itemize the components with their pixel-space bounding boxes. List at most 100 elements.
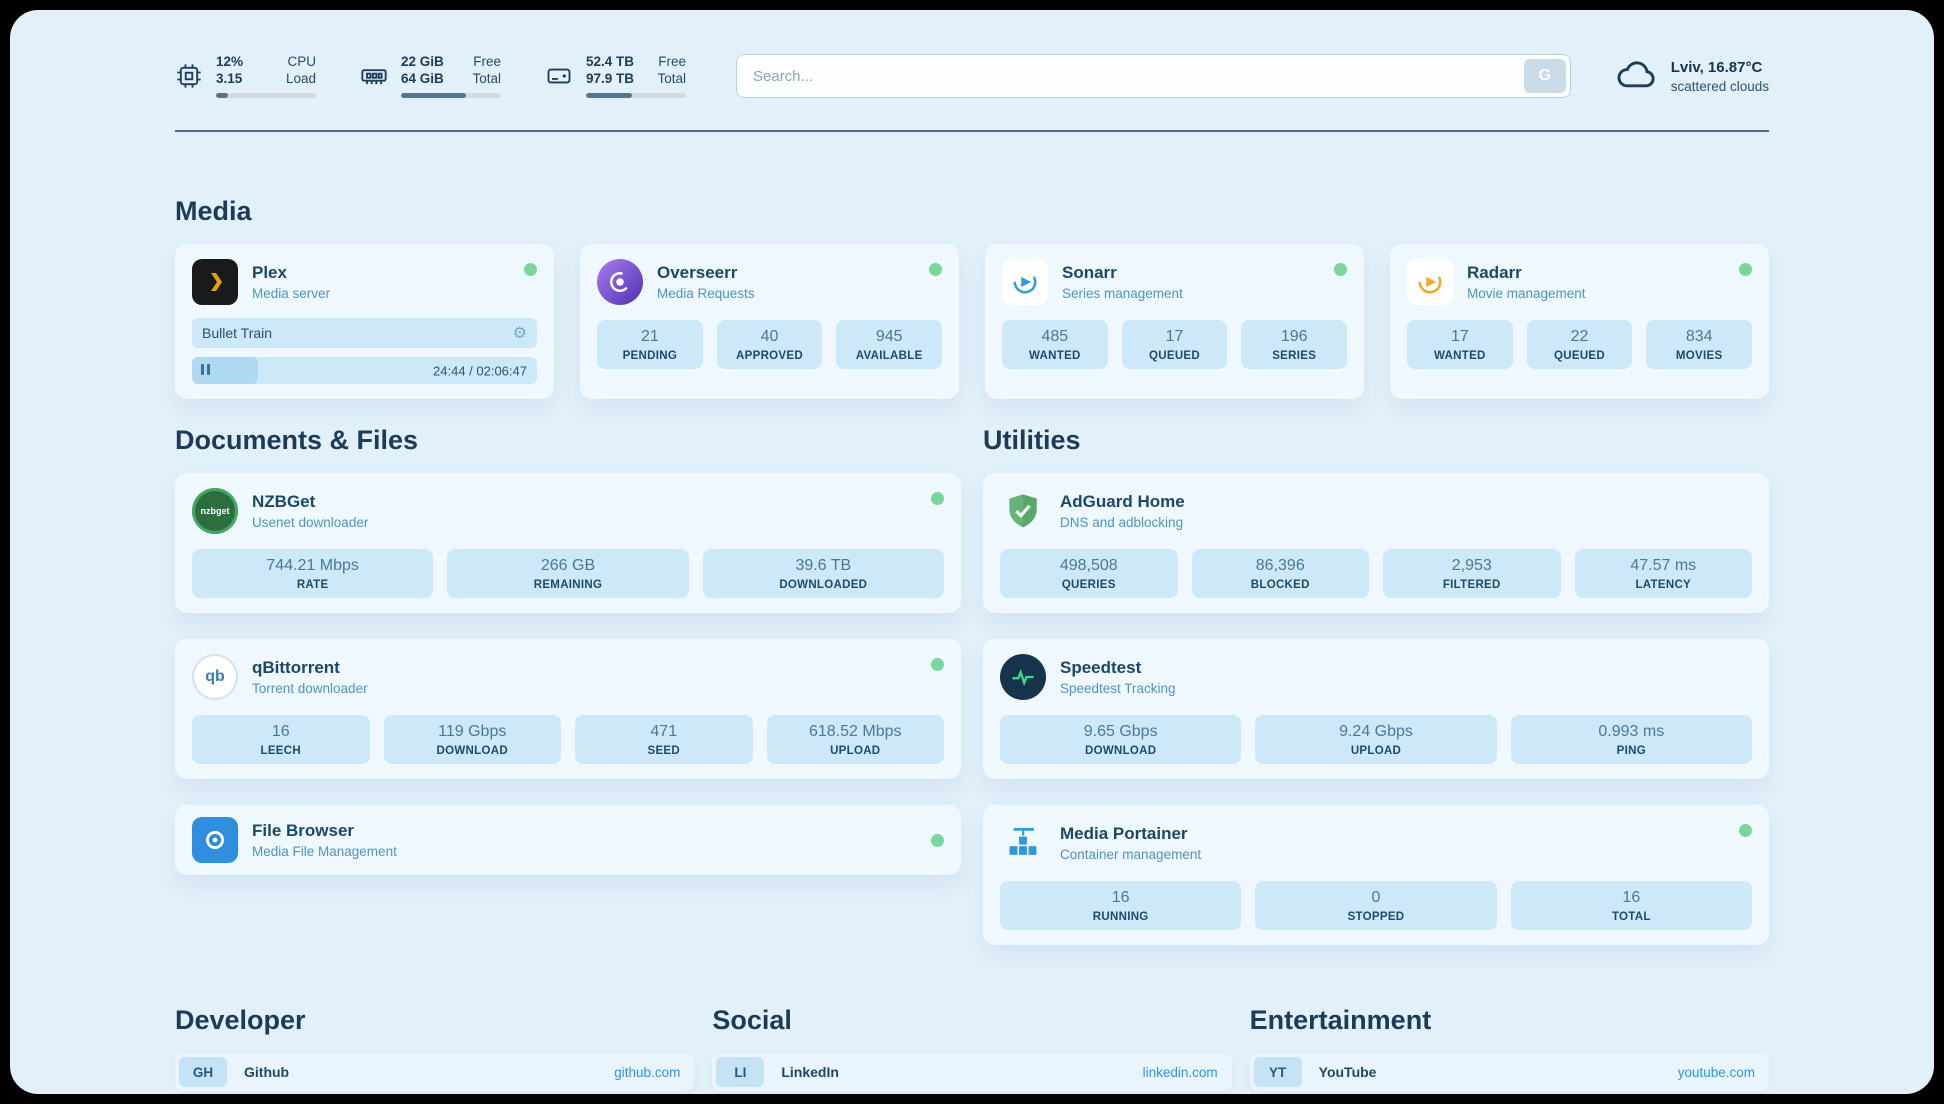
stat-value: 9.24 Gbps [1339,723,1413,740]
nzbget-icon: nzbget [192,488,238,534]
app-card-adguard[interactable]: AdGuard Home DNS and adblocking 498,508 Q… [983,473,1769,613]
stat-value: 618.52 Mbps [808,723,902,740]
stat-pill: 16 TOTAL [1510,881,1752,930]
pause-icon[interactable] [201,362,213,380]
stat-label: DOWNLOAD [436,745,508,757]
filebrowser-icon [192,817,238,863]
disk-stat: 52.4 TB 97.9 TB Free Total [545,54,686,98]
now-playing-title: Bullet Train [202,325,273,341]
link-row[interactable]: GH Github github.com [175,1053,695,1091]
app-card-qbittorrent[interactable]: qb qBittorrent Torrent downloader 16 LEEC… [175,639,961,779]
stat-label: PENDING [622,350,678,362]
disk-icon [545,62,573,90]
stat-pill: 498,508 QUERIES [1000,549,1178,598]
app-subtitle: Media Requests [657,286,755,301]
stat-value: 86,396 [1255,557,1305,574]
cpu-label: CPU [287,54,316,70]
stat-value: 471 [650,723,678,740]
link-url[interactable]: linkedin.com [1142,1064,1218,1080]
stat-label: UPLOAD [1350,745,1402,757]
app-title: Media Portainer [1060,824,1188,843]
disk-usage-bar [586,92,686,98]
cpu-percent: 12% [216,54,244,70]
stat-value: 266 GB [540,557,596,574]
stat-label: SERIES [1272,350,1317,362]
developer-links: GHGithubgithub.comSOStackOverflowstackov… [175,1053,695,1094]
cpu-usage-bar [216,92,316,98]
gear-icon[interactable]: ⚙ [512,325,527,342]
weather-location: Lviv, 16.87°C [1670,58,1763,76]
ram-free-value: 22 GiB [401,54,444,70]
stat-label: UPLOAD [830,745,881,757]
stat-pill: 0.993 ms PING [1510,715,1752,764]
portainer-icon [1000,820,1046,866]
app-card-radarr[interactable]: Radarr Movie management 17 WANTED 22 QUEUED… [1390,244,1769,399]
app-card-nzbget[interactable]: nzbget NZBGet Usenet downloader 744.21 M… [175,473,961,613]
ram-free-label: Free [473,54,501,70]
stat-value: 2,953 [1451,557,1492,574]
link-row[interactable]: LI LinkedIn linkedin.com [712,1053,1232,1091]
app-card-sonarr[interactable]: Sonarr Series management 485 WANTED 17 QUEU… [985,244,1364,399]
stat-pill: 196 SERIES [1241,320,1348,369]
stat-pill: 17 QUEUED [1121,320,1228,369]
stat-label: APPROVED [736,350,803,362]
utilities-section: Utilities AdGuard Home [983,425,1769,945]
app-subtitle: Usenet downloader [252,515,369,530]
stat-pill: 834 MOVIES [1646,320,1753,369]
ram-usage-bar [401,92,501,98]
stat-label: LATENCY [1635,579,1692,591]
app-card-speedtest[interactable]: Speedtest Speedtest Tracking 9.65 Gbps DO… [983,639,1769,779]
disk-total-label: Total [657,71,686,86]
search-input[interactable] [736,54,1571,98]
stat-value: 17 [1165,328,1184,345]
stat-label: LEECH [260,745,301,757]
link-section-developer: Developer GHGithubgithub.comSOStackOverf… [175,1005,695,1094]
stat-label: WANTED [1434,350,1486,362]
system-stats: 12% 3.15 CPU Load [175,54,686,98]
stats-row: 744.21 Mbps RATE 266 GB REMAINING 39.6 TB DOW… [192,549,944,598]
cloud-icon [1615,56,1659,97]
stat-label: MOVIES [1675,350,1723,362]
player-progress-bar[interactable]: 24:44 / 02:06:47 [192,357,537,384]
search-engine-button[interactable]: G [1523,59,1566,93]
topbar-divider [175,130,1769,132]
weather-widget: Lviv, 16.87°C scattered clouds [1615,56,1769,97]
stat-label: RATE [296,579,329,591]
app-subtitle: Speedtest Tracking [1060,681,1176,696]
link-url[interactable]: github.com [614,1064,681,1080]
plex-icon [192,259,238,305]
status-dot [524,263,537,276]
app-subtitle: DNS and adblocking [1060,515,1184,530]
stats-row: 17 WANTED 22 QUEUED 834 MOVIES [1407,320,1753,369]
app-subtitle: Series management [1062,286,1183,301]
stat-value: 196 [1280,328,1308,345]
link-columns: Developer GHGithubgithub.comSOStackOverf… [175,1005,1769,1094]
weather-condition: scattered clouds [1670,78,1769,94]
stats-row: 16 LEECH 119 Gbps DOWNLOAD 471 SEED 618.52 Mbp… [192,715,944,764]
app-subtitle: Container management [1060,847,1202,862]
app-title: AdGuard Home [1060,492,1185,511]
app-card-filebrowser[interactable]: File Browser Media File Management [175,805,961,875]
disk-free-value: 52.4 TB [586,54,635,70]
stat-pill: 16 LEECH [192,715,370,764]
stat-value: 744.21 Mbps [266,557,359,574]
app-card-plex[interactable]: Plex Media server Bullet Train ⚙ 24:44 /… [175,244,554,399]
stat-pill: 16 RUNNING [1000,881,1242,930]
link-row[interactable]: YT YouTube youtube.com [1249,1053,1769,1091]
stat-value: 16 [1622,889,1641,906]
sonarr-icon [1002,259,1048,305]
app-card-portainer[interactable]: Media Portainer Container management 16 R… [983,805,1769,945]
link-url[interactable]: youtube.com [1677,1064,1755,1080]
app-subtitle: Torrent downloader [252,681,368,696]
media-section: Media Plex Media server Bullet Train ⚙ [175,196,1769,399]
app-card-overseerr[interactable]: Overseerr Media Requests 21 PENDING 40 APPR… [580,244,959,399]
search-bar: G [736,54,1571,98]
stat-label: QUEUED [1554,350,1606,362]
stat-value: 834 [1685,328,1713,345]
stat-pill: 618.52 Mbps UPLOAD [766,715,944,764]
stat-value: 485 [1041,328,1069,345]
utilities-heading: Utilities [983,425,1081,455]
developer-heading: Developer [175,1005,306,1035]
status-dot [929,263,942,276]
app-title: Radarr [1467,263,1522,282]
